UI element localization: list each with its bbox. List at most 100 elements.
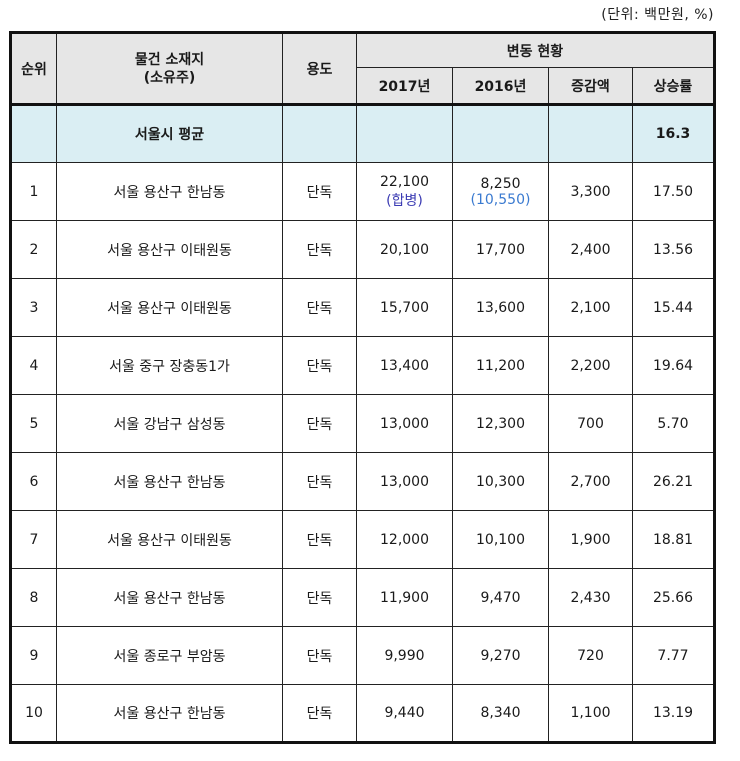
avg-label: 서울시 평균 <box>56 104 283 163</box>
use: 단독 <box>282 452 357 511</box>
table-row: 9 서울 종로구 부암동 단독 9,990 9,270 720 7.77 <box>10 626 715 685</box>
use: 단독 <box>282 394 357 453</box>
avg-2016 <box>452 104 549 163</box>
value-2016: 12,300 <box>452 394 549 453</box>
diff: 2,100 <box>548 278 633 337</box>
value-2016: 8,250 (10,550) <box>452 162 549 221</box>
value-2017: 9,990 <box>356 626 453 685</box>
header-location-line2: (소유주) <box>143 69 196 86</box>
rank: 7 <box>10 510 57 569</box>
table-row: 2 서울 용산구 이태원동 단독 20,100 17,700 2,400 13.… <box>10 220 715 279</box>
rank: 5 <box>10 394 57 453</box>
prev-value-note: (10,550) <box>470 191 531 208</box>
table-row: 5 서울 강남구 삼성동 단독 13,000 12,300 700 5.70 <box>10 394 715 453</box>
header-rate: 상승률 <box>632 67 715 106</box>
location: 서울 강남구 삼성동 <box>56 394 283 453</box>
value-2016-main: 8,250 <box>480 175 521 192</box>
header-2017: 2017년 <box>356 67 453 106</box>
rate: 26.21 <box>632 452 715 511</box>
value-2017: 12,000 <box>356 510 453 569</box>
unit-note: (단위: 백만원, %) <box>601 7 714 23</box>
value-2016: 9,470 <box>452 568 549 627</box>
rank: 10 <box>10 684 57 743</box>
avg-diff <box>548 104 633 163</box>
rank: 6 <box>10 452 57 511</box>
rate: 17.50 <box>632 162 715 221</box>
rank: 8 <box>10 568 57 627</box>
rank: 2 <box>10 220 57 279</box>
rate: 15.44 <box>632 278 715 337</box>
diff: 1,900 <box>548 510 633 569</box>
header-location: 물건 소재지 (소유주) <box>56 32 283 106</box>
rate: 13.19 <box>632 684 715 743</box>
avg-rank <box>10 104 57 163</box>
value-2016: 10,100 <box>452 510 549 569</box>
value-2017: 20,100 <box>356 220 453 279</box>
rate: 18.81 <box>632 510 715 569</box>
merge-note: (합병) <box>386 192 423 209</box>
value-2017: 13,000 <box>356 452 453 511</box>
use: 단독 <box>282 336 357 395</box>
property-ranking-table: 순위 물건 소재지 (소유주) 용도 변동 현황 2017년 2016년 증감액… <box>9 31 716 744</box>
use: 단독 <box>282 626 357 685</box>
header-diff: 증감액 <box>548 67 633 106</box>
table-row: 7 서울 용산구 이태원동 단독 12,000 10,100 1,900 18.… <box>10 510 715 569</box>
use: 단독 <box>282 568 357 627</box>
table-row: 3 서울 용산구 이태원동 단독 15,700 13,600 2,100 15.… <box>10 278 715 337</box>
use: 단독 <box>282 684 357 743</box>
diff: 2,430 <box>548 568 633 627</box>
table-row: 6 서울 용산구 한남동 단독 13,000 10,300 2,700 26.2… <box>10 452 715 511</box>
avg-rate: 16.3 <box>632 104 715 163</box>
table-row: 10 서울 용산구 한남동 단독 9,440 8,340 1,100 13.19 <box>10 684 715 743</box>
table-row: 1 서울 용산구 한남동 단독 22,100 (합병) 8,250 (10,55… <box>10 162 715 221</box>
rate: 19.64 <box>632 336 715 395</box>
rate: 7.77 <box>632 626 715 685</box>
value-2017: 13,000 <box>356 394 453 453</box>
value-2017: 9,440 <box>356 684 453 743</box>
header-location-line1: 물건 소재지 <box>134 51 205 68</box>
diff: 700 <box>548 394 633 453</box>
location: 서울 용산구 한남동 <box>56 568 283 627</box>
diff: 2,400 <box>548 220 633 279</box>
diff: 2,700 <box>548 452 633 511</box>
table-row: 4 서울 중구 장충동1가 단독 13,400 11,200 2,200 19.… <box>10 336 715 395</box>
rank: 4 <box>10 336 57 395</box>
value-2017-main: 22,100 <box>380 173 429 190</box>
header-2016: 2016년 <box>452 67 549 106</box>
diff: 3,300 <box>548 162 633 221</box>
header-use: 용도 <box>282 32 357 106</box>
use: 단독 <box>282 162 357 221</box>
use: 단독 <box>282 220 357 279</box>
value-2016: 13,600 <box>452 278 549 337</box>
rank: 1 <box>10 162 57 221</box>
value-2016: 10,300 <box>452 452 549 511</box>
value-2017: 15,700 <box>356 278 453 337</box>
header-change-group: 변동 현황 <box>356 32 715 68</box>
location: 서울 용산구 이태원동 <box>56 278 283 337</box>
diff: 2,200 <box>548 336 633 395</box>
location: 서울 용산구 이태원동 <box>56 220 283 279</box>
value-2016: 11,200 <box>452 336 549 395</box>
location: 서울 중구 장충동1가 <box>56 336 283 395</box>
value-2016: 8,340 <box>452 684 549 743</box>
rate: 13.56 <box>632 220 715 279</box>
use: 단독 <box>282 510 357 569</box>
use: 단독 <box>282 278 357 337</box>
rate: 5.70 <box>632 394 715 453</box>
rank: 3 <box>10 278 57 337</box>
location: 서울 용산구 이태원동 <box>56 510 283 569</box>
location: 서울 용산구 한남동 <box>56 684 283 743</box>
header-rank: 순위 <box>10 32 57 106</box>
value-2016: 17,700 <box>452 220 549 279</box>
value-2017: 13,400 <box>356 336 453 395</box>
location: 서울 용산구 한남동 <box>56 452 283 511</box>
location: 서울 용산구 한남동 <box>56 162 283 221</box>
value-2017: 11,900 <box>356 568 453 627</box>
table-row: 8 서울 용산구 한남동 단독 11,900 9,470 2,430 25.66 <box>10 568 715 627</box>
avg-2017 <box>356 104 453 163</box>
diff: 720 <box>548 626 633 685</box>
rank: 9 <box>10 626 57 685</box>
location: 서울 종로구 부암동 <box>56 626 283 685</box>
value-2017: 22,100 (합병) <box>356 162 453 221</box>
diff: 1,100 <box>548 684 633 743</box>
